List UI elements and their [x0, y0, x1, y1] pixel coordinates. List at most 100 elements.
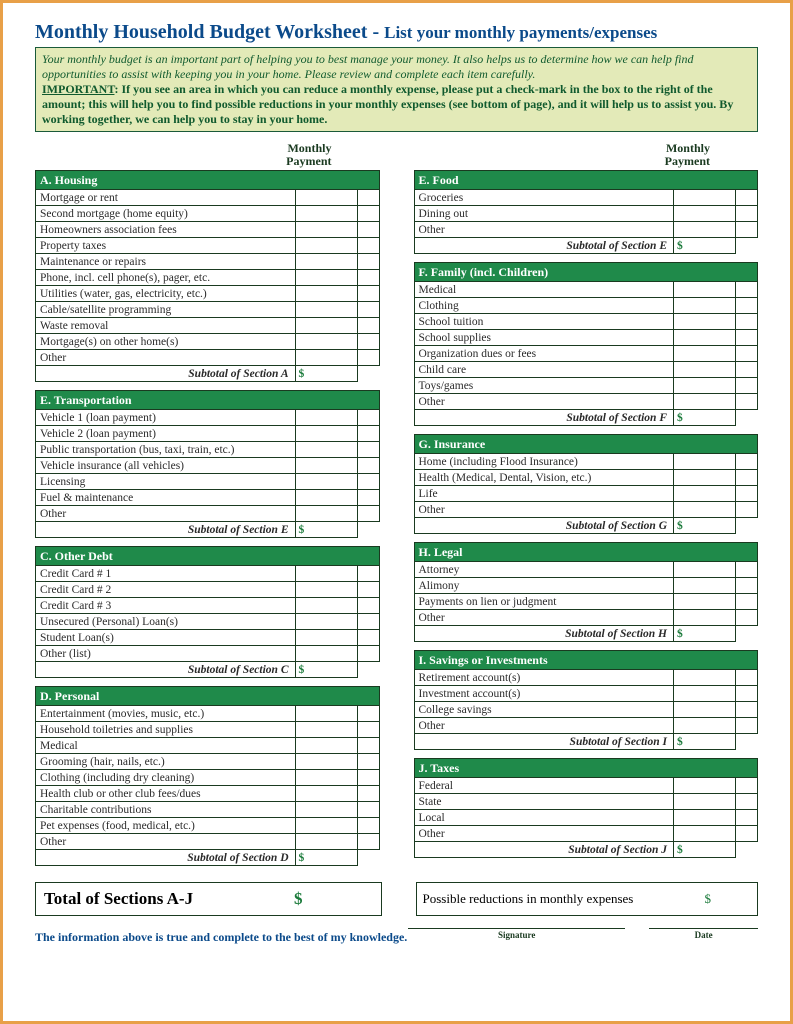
amount-cell[interactable]	[674, 826, 736, 842]
checkmark-cell[interactable]	[357, 582, 379, 598]
subtotal-amount[interactable]: $	[674, 410, 736, 426]
amount-cell[interactable]	[295, 222, 357, 238]
subtotal-amount[interactable]: $	[674, 238, 736, 254]
checkmark-cell[interactable]	[357, 270, 379, 286]
checkmark-cell[interactable]	[736, 378, 758, 394]
amount-cell[interactable]	[674, 362, 736, 378]
checkmark-cell[interactable]	[357, 706, 379, 722]
checkmark-cell[interactable]	[357, 474, 379, 490]
subtotal-amount[interactable]: $	[674, 518, 736, 534]
checkmark-cell[interactable]	[736, 330, 758, 346]
amount-cell[interactable]	[295, 646, 357, 662]
checkmark-cell[interactable]	[357, 302, 379, 318]
checkmark-cell[interactable]	[357, 318, 379, 334]
checkmark-cell[interactable]	[357, 286, 379, 302]
amount-cell[interactable]	[295, 506, 357, 522]
checkmark-cell[interactable]	[357, 426, 379, 442]
amount-cell[interactable]	[295, 206, 357, 222]
amount-cell[interactable]	[674, 190, 736, 206]
subtotal-amount[interactable]: $	[295, 662, 357, 678]
checkmark-cell[interactable]	[357, 738, 379, 754]
amount-cell[interactable]	[674, 206, 736, 222]
checkmark-cell[interactable]	[357, 770, 379, 786]
checkmark-cell[interactable]	[357, 334, 379, 350]
checkmark-cell[interactable]	[736, 778, 758, 794]
amount-cell[interactable]	[295, 786, 357, 802]
checkmark-cell[interactable]	[736, 206, 758, 222]
amount-cell[interactable]	[295, 566, 357, 582]
amount-cell[interactable]	[674, 470, 736, 486]
amount-cell[interactable]	[295, 598, 357, 614]
amount-cell[interactable]	[674, 702, 736, 718]
checkmark-cell[interactable]	[357, 458, 379, 474]
amount-cell[interactable]	[674, 298, 736, 314]
amount-cell[interactable]	[674, 346, 736, 362]
date-line[interactable]: Date	[649, 928, 758, 940]
checkmark-cell[interactable]	[357, 614, 379, 630]
checkmark-cell[interactable]	[736, 610, 758, 626]
checkmark-cell[interactable]	[357, 410, 379, 426]
checkmark-cell[interactable]	[357, 786, 379, 802]
amount-cell[interactable]	[295, 474, 357, 490]
checkmark-cell[interactable]	[736, 362, 758, 378]
amount-cell[interactable]	[674, 810, 736, 826]
amount-cell[interactable]	[674, 670, 736, 686]
checkmark-cell[interactable]	[736, 394, 758, 410]
checkmark-cell[interactable]	[357, 442, 379, 458]
amount-cell[interactable]	[674, 330, 736, 346]
checkmark-cell[interactable]	[736, 686, 758, 702]
amount-cell[interactable]	[674, 502, 736, 518]
checkmark-cell[interactable]	[357, 566, 379, 582]
amount-cell[interactable]	[295, 458, 357, 474]
subtotal-amount[interactable]: $	[674, 842, 736, 858]
checkmark-cell[interactable]	[357, 598, 379, 614]
amount-cell[interactable]	[295, 270, 357, 286]
amount-cell[interactable]	[295, 630, 357, 646]
amount-cell[interactable]	[674, 486, 736, 502]
checkmark-cell[interactable]	[736, 314, 758, 330]
checkmark-cell[interactable]	[736, 346, 758, 362]
checkmark-cell[interactable]	[736, 794, 758, 810]
amount-cell[interactable]	[295, 442, 357, 458]
amount-cell[interactable]	[674, 454, 736, 470]
subtotal-amount[interactable]: $	[295, 850, 357, 866]
checkmark-cell[interactable]	[736, 454, 758, 470]
subtotal-amount[interactable]: $	[295, 366, 357, 382]
amount-cell[interactable]	[674, 594, 736, 610]
amount-cell[interactable]	[674, 222, 736, 238]
checkmark-cell[interactable]	[357, 238, 379, 254]
amount-cell[interactable]	[674, 794, 736, 810]
amount-cell[interactable]	[674, 314, 736, 330]
checkmark-cell[interactable]	[736, 502, 758, 518]
subtotal-amount[interactable]: $	[674, 626, 736, 642]
checkmark-cell[interactable]	[736, 718, 758, 734]
amount-cell[interactable]	[674, 578, 736, 594]
checkmark-cell[interactable]	[357, 506, 379, 522]
checkmark-cell[interactable]	[736, 298, 758, 314]
amount-cell[interactable]	[295, 770, 357, 786]
checkmark-cell[interactable]	[357, 754, 379, 770]
checkmark-cell[interactable]	[357, 254, 379, 270]
checkmark-cell[interactable]	[357, 490, 379, 506]
checkmark-cell[interactable]	[357, 646, 379, 662]
amount-cell[interactable]	[295, 334, 357, 350]
amount-cell[interactable]	[674, 610, 736, 626]
amount-cell[interactable]	[674, 394, 736, 410]
checkmark-cell[interactable]	[736, 470, 758, 486]
amount-cell[interactable]	[295, 286, 357, 302]
grand-total-amount[interactable]: $	[288, 889, 303, 909]
checkmark-cell[interactable]	[736, 222, 758, 238]
amount-cell[interactable]	[674, 378, 736, 394]
amount-cell[interactable]	[295, 318, 357, 334]
checkmark-cell[interactable]	[357, 630, 379, 646]
amount-cell[interactable]	[295, 410, 357, 426]
checkmark-cell[interactable]	[736, 190, 758, 206]
amount-cell[interactable]	[295, 582, 357, 598]
amount-cell[interactable]	[295, 190, 357, 206]
amount-cell[interactable]	[674, 718, 736, 734]
checkmark-cell[interactable]	[357, 350, 379, 366]
amount-cell[interactable]	[295, 238, 357, 254]
amount-cell[interactable]	[295, 350, 357, 366]
subtotal-amount[interactable]: $	[674, 734, 736, 750]
checkmark-cell[interactable]	[357, 802, 379, 818]
